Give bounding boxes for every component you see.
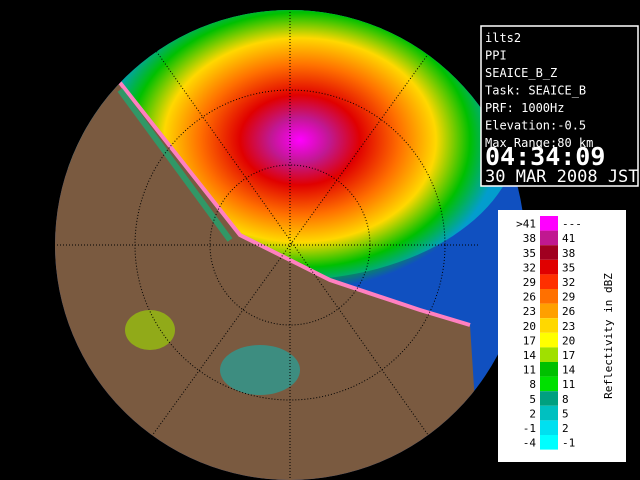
legend-swatch	[540, 230, 558, 246]
legend-low: 23	[523, 305, 536, 318]
info-line: Task: SEAICE_B	[485, 84, 586, 98]
legend-swatch	[540, 303, 558, 319]
info-line: PPI	[485, 49, 507, 63]
legend-high: 11	[562, 378, 575, 391]
legend-high: 23	[562, 320, 575, 333]
legend-high: 17	[562, 349, 575, 362]
info-line: Max Range:80 km	[485, 136, 593, 150]
legend-swatch	[540, 435, 558, 450]
legend-high: -1	[562, 437, 575, 450]
legend-low: 2	[529, 407, 536, 420]
legend-low: 26	[523, 291, 536, 304]
legend-low: 29	[523, 276, 536, 289]
legend-high: 8	[562, 393, 569, 406]
legend-high: 35	[562, 261, 575, 274]
legend-title: Reflectivity in dBZ	[602, 273, 615, 399]
legend-low: 11	[523, 364, 536, 377]
legend-swatch	[540, 216, 558, 231]
legend-swatch	[540, 362, 558, 377]
info-line: PRF: 1000Hz	[485, 101, 564, 115]
legend	[498, 210, 626, 462]
date: 30 MAR 2008 JST	[485, 167, 639, 187]
legend-swatch	[540, 420, 558, 435]
legend-high: 29	[562, 291, 575, 304]
legend-high: 5	[562, 407, 569, 420]
legend-high: 14	[562, 364, 576, 377]
legend-high: ---	[562, 218, 582, 231]
info-line: Elevation:-0.5	[485, 119, 586, 133]
legend-swatch	[540, 405, 558, 421]
legend-low: 38	[523, 232, 536, 245]
legend-high: 2	[562, 422, 569, 435]
legend-low: 20	[523, 320, 536, 333]
info-panel	[480, 25, 639, 187]
info-line: ilts2	[485, 31, 521, 45]
legend-low: 5	[529, 393, 536, 406]
time: 04:34:09	[485, 142, 605, 171]
legend-high: 38	[562, 247, 575, 260]
legend-low: 14	[523, 349, 537, 362]
legend-low: 17	[523, 334, 536, 347]
legend-low: -4	[523, 437, 537, 450]
legend-low: -1	[523, 422, 536, 435]
legend-low: >41	[516, 218, 536, 231]
info-text: ilts2 PPI SEAICE_B_Z Task: SEAICE_B PRF: 100…	[485, 31, 593, 150]
legend-low: 35	[523, 247, 536, 260]
legend-high: 32	[562, 276, 575, 289]
legend-low: 32	[523, 261, 536, 274]
legend-swatch	[540, 376, 558, 392]
legend-swatch	[540, 347, 558, 362]
legend-swatch	[540, 391, 558, 406]
legend-high: 26	[562, 305, 575, 318]
legend-low: 8	[529, 378, 536, 391]
legend-swatch	[540, 259, 558, 275]
legend-swatch	[540, 274, 558, 289]
legend-high: 41	[562, 232, 575, 245]
legend-swatch	[540, 318, 558, 333]
legend-high: 20	[562, 334, 575, 347]
legend-swatch	[540, 289, 558, 304]
legend-swatch	[540, 332, 558, 348]
legend-swatch	[540, 245, 558, 260]
info-line: SEAICE_B_Z	[485, 66, 557, 80]
